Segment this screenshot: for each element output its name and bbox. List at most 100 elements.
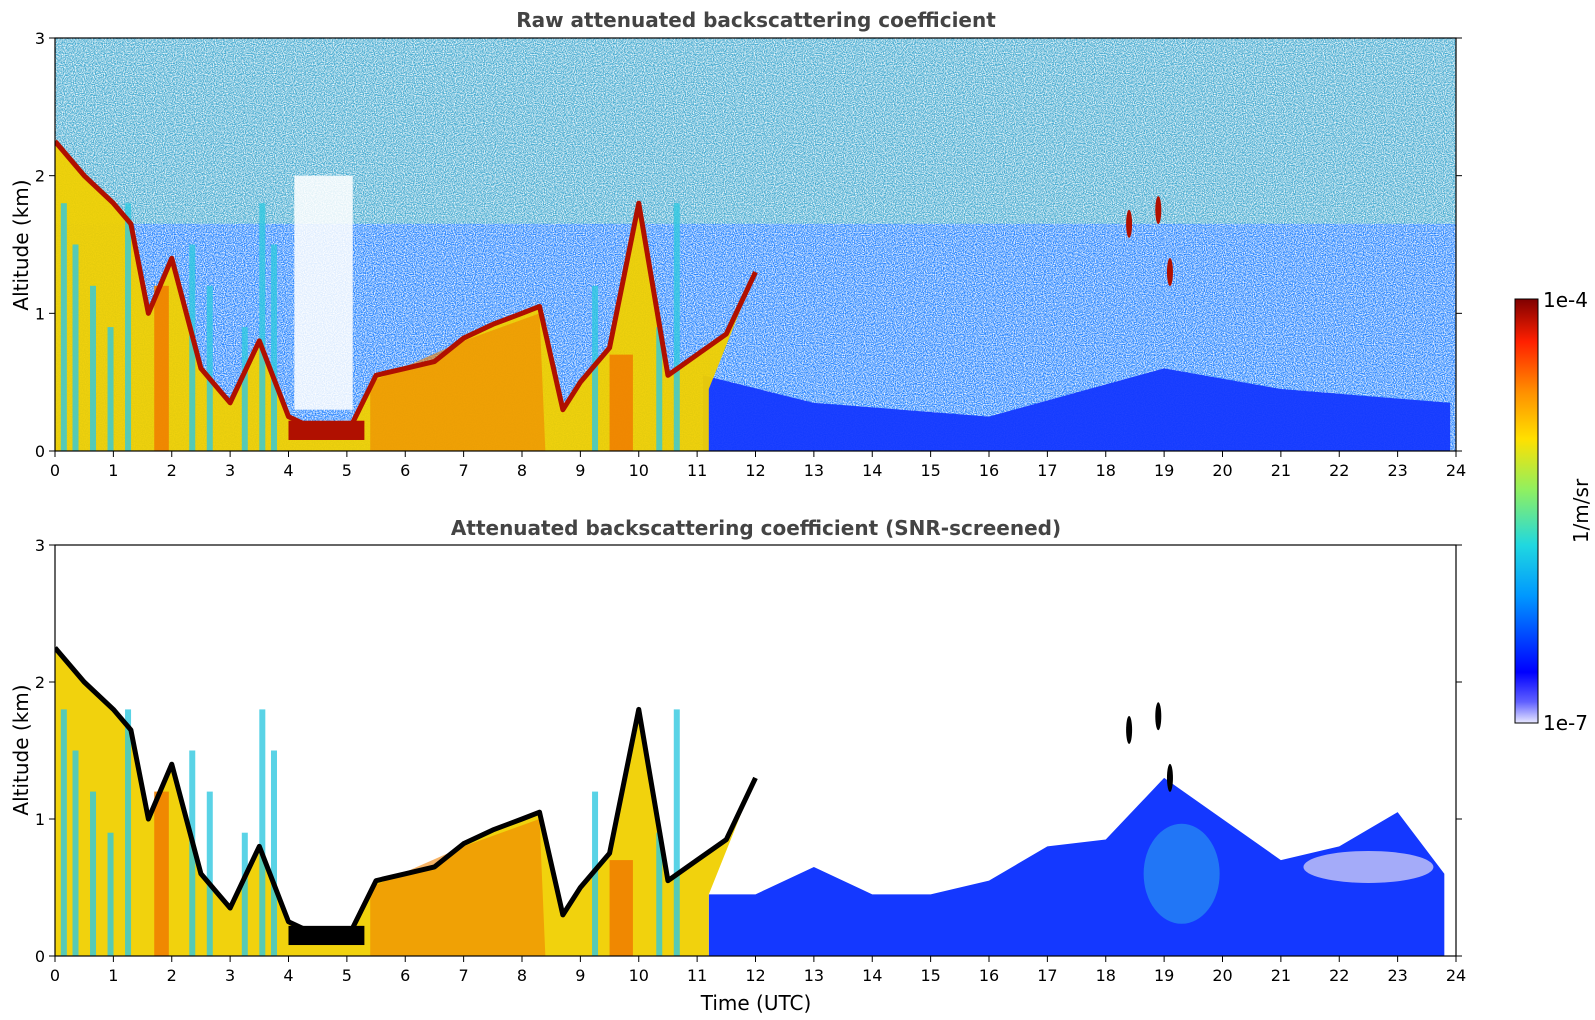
y-tick-label: 2 — [35, 673, 45, 692]
y-tick-label: 2 — [35, 167, 45, 186]
x-tick-label: 0 — [50, 966, 60, 985]
x-tick-label: 17 — [1037, 966, 1057, 985]
x-tick-label: 0 — [50, 461, 60, 480]
x-tick-label: 9 — [575, 966, 585, 985]
y-tick-label: 0 — [35, 947, 45, 966]
x-tick-label: 13 — [804, 966, 824, 985]
streak — [259, 709, 266, 956]
boundary-layer-region — [708, 777, 1445, 956]
orange-region — [370, 313, 546, 451]
streak — [241, 832, 248, 956]
x-tick-label: 16 — [979, 966, 999, 985]
x-tick-label: 3 — [225, 461, 235, 480]
x-tick-label: 5 — [342, 966, 352, 985]
isolated-cloud — [1166, 763, 1173, 792]
x-tick-label: 12 — [745, 461, 765, 480]
x-tick-label: 7 — [459, 461, 469, 480]
streak — [60, 709, 67, 956]
aerosol-plume — [1143, 823, 1220, 924]
cloud-top-line — [55, 139, 758, 437]
x-tick-label: 24 — [1446, 461, 1466, 480]
streak — [90, 791, 97, 956]
panel1-x-axis: 0 1 2 3 4 5 6 7 8 9 10 11 12 13 14 15 16 17 18 19 20 21 22 23 24 — [50, 451, 1466, 480]
x-tick-label: 23 — [1387, 966, 1407, 985]
orange-column — [154, 791, 169, 956]
panel1-y-label: Altitude (km) — [9, 179, 33, 310]
streak — [107, 832, 114, 956]
isolated-cloud — [1126, 715, 1133, 744]
ground-layer — [288, 925, 365, 946]
panel1-plot-area — [55, 38, 1456, 451]
x-tick-label: 1 — [108, 461, 118, 480]
isolated-cloud — [1155, 702, 1162, 731]
x-tick-label: 3 — [225, 966, 235, 985]
x-tick-label: 22 — [1329, 966, 1349, 985]
ground-layer — [288, 420, 365, 440]
x-tick-label: 11 — [687, 461, 707, 480]
x-tick-label: 6 — [400, 966, 410, 985]
streak — [259, 203, 266, 451]
x-tick-label: 21 — [1271, 966, 1291, 985]
x-tick-label: 11 — [687, 966, 707, 985]
x-tick-label: 23 — [1387, 461, 1407, 480]
x-tick-label: 20 — [1212, 966, 1232, 985]
x-tick-label: 15 — [920, 461, 940, 480]
x-tick-label: 2 — [167, 461, 177, 480]
cloud-top-line — [55, 646, 758, 943]
streak — [673, 709, 680, 956]
orange-column — [609, 354, 633, 451]
x-tick-label: 6 — [400, 461, 410, 480]
y-tick-label: 0 — [35, 442, 45, 461]
x-tick-label: 2 — [167, 966, 177, 985]
streak — [189, 750, 196, 956]
boundary-layer-region — [702, 368, 1451, 451]
colorbar-max-label: 1e-4 — [1543, 288, 1588, 312]
x-tick-label: 14 — [862, 966, 882, 985]
x-tick-label: 18 — [1096, 461, 1116, 480]
x-tick-label: 19 — [1154, 461, 1174, 480]
x-tick-label: 5 — [342, 461, 352, 480]
orange-region — [370, 819, 546, 956]
x-tick-label: 14 — [862, 461, 882, 480]
streak — [673, 203, 680, 451]
x-tick-label: 10 — [629, 461, 649, 480]
streak — [90, 285, 97, 451]
faint-layer — [1303, 850, 1434, 883]
streak — [206, 791, 213, 956]
x-tick-label: 16 — [979, 461, 999, 480]
x-tick-label: 17 — [1037, 461, 1057, 480]
y-tick-label: 3 — [35, 536, 45, 555]
panel1-title: Raw attenuated backscattering coefficien… — [516, 8, 996, 32]
streak — [125, 709, 132, 956]
panel2-x-label: Time (UTC) — [700, 991, 812, 1015]
streak — [60, 203, 67, 451]
x-tick-label: 24 — [1446, 966, 1466, 985]
x-tick-label: 21 — [1271, 461, 1291, 480]
streak — [72, 244, 79, 451]
x-tick-label: 12 — [745, 966, 765, 985]
x-tick-label: 8 — [517, 461, 527, 480]
x-tick-label: 15 — [920, 966, 940, 985]
x-tick-label: 1 — [108, 966, 118, 985]
orange-column — [609, 860, 633, 956]
isolated-cloud — [1126, 209, 1133, 238]
streak — [125, 203, 132, 451]
x-tick-label: 18 — [1096, 966, 1116, 985]
streak — [72, 750, 79, 956]
x-tick-label: 7 — [459, 966, 469, 985]
orange-column — [154, 285, 169, 451]
x-tick-label: 8 — [517, 966, 527, 985]
x-tick-label: 4 — [283, 966, 293, 985]
streak — [107, 327, 114, 451]
streak — [270, 750, 277, 956]
x-tick-label: 20 — [1212, 461, 1232, 480]
colorbar-min-label: 1e-7 — [1543, 711, 1588, 735]
y-tick-label: 1 — [35, 304, 45, 323]
panel2-y-axis: 0 1 2 3 — [35, 536, 1462, 966]
x-tick-label: 10 — [629, 966, 649, 985]
isolated-cloud — [1155, 196, 1162, 225]
streak — [241, 327, 248, 451]
streak — [656, 832, 663, 956]
y-tick-label: 1 — [35, 810, 45, 829]
